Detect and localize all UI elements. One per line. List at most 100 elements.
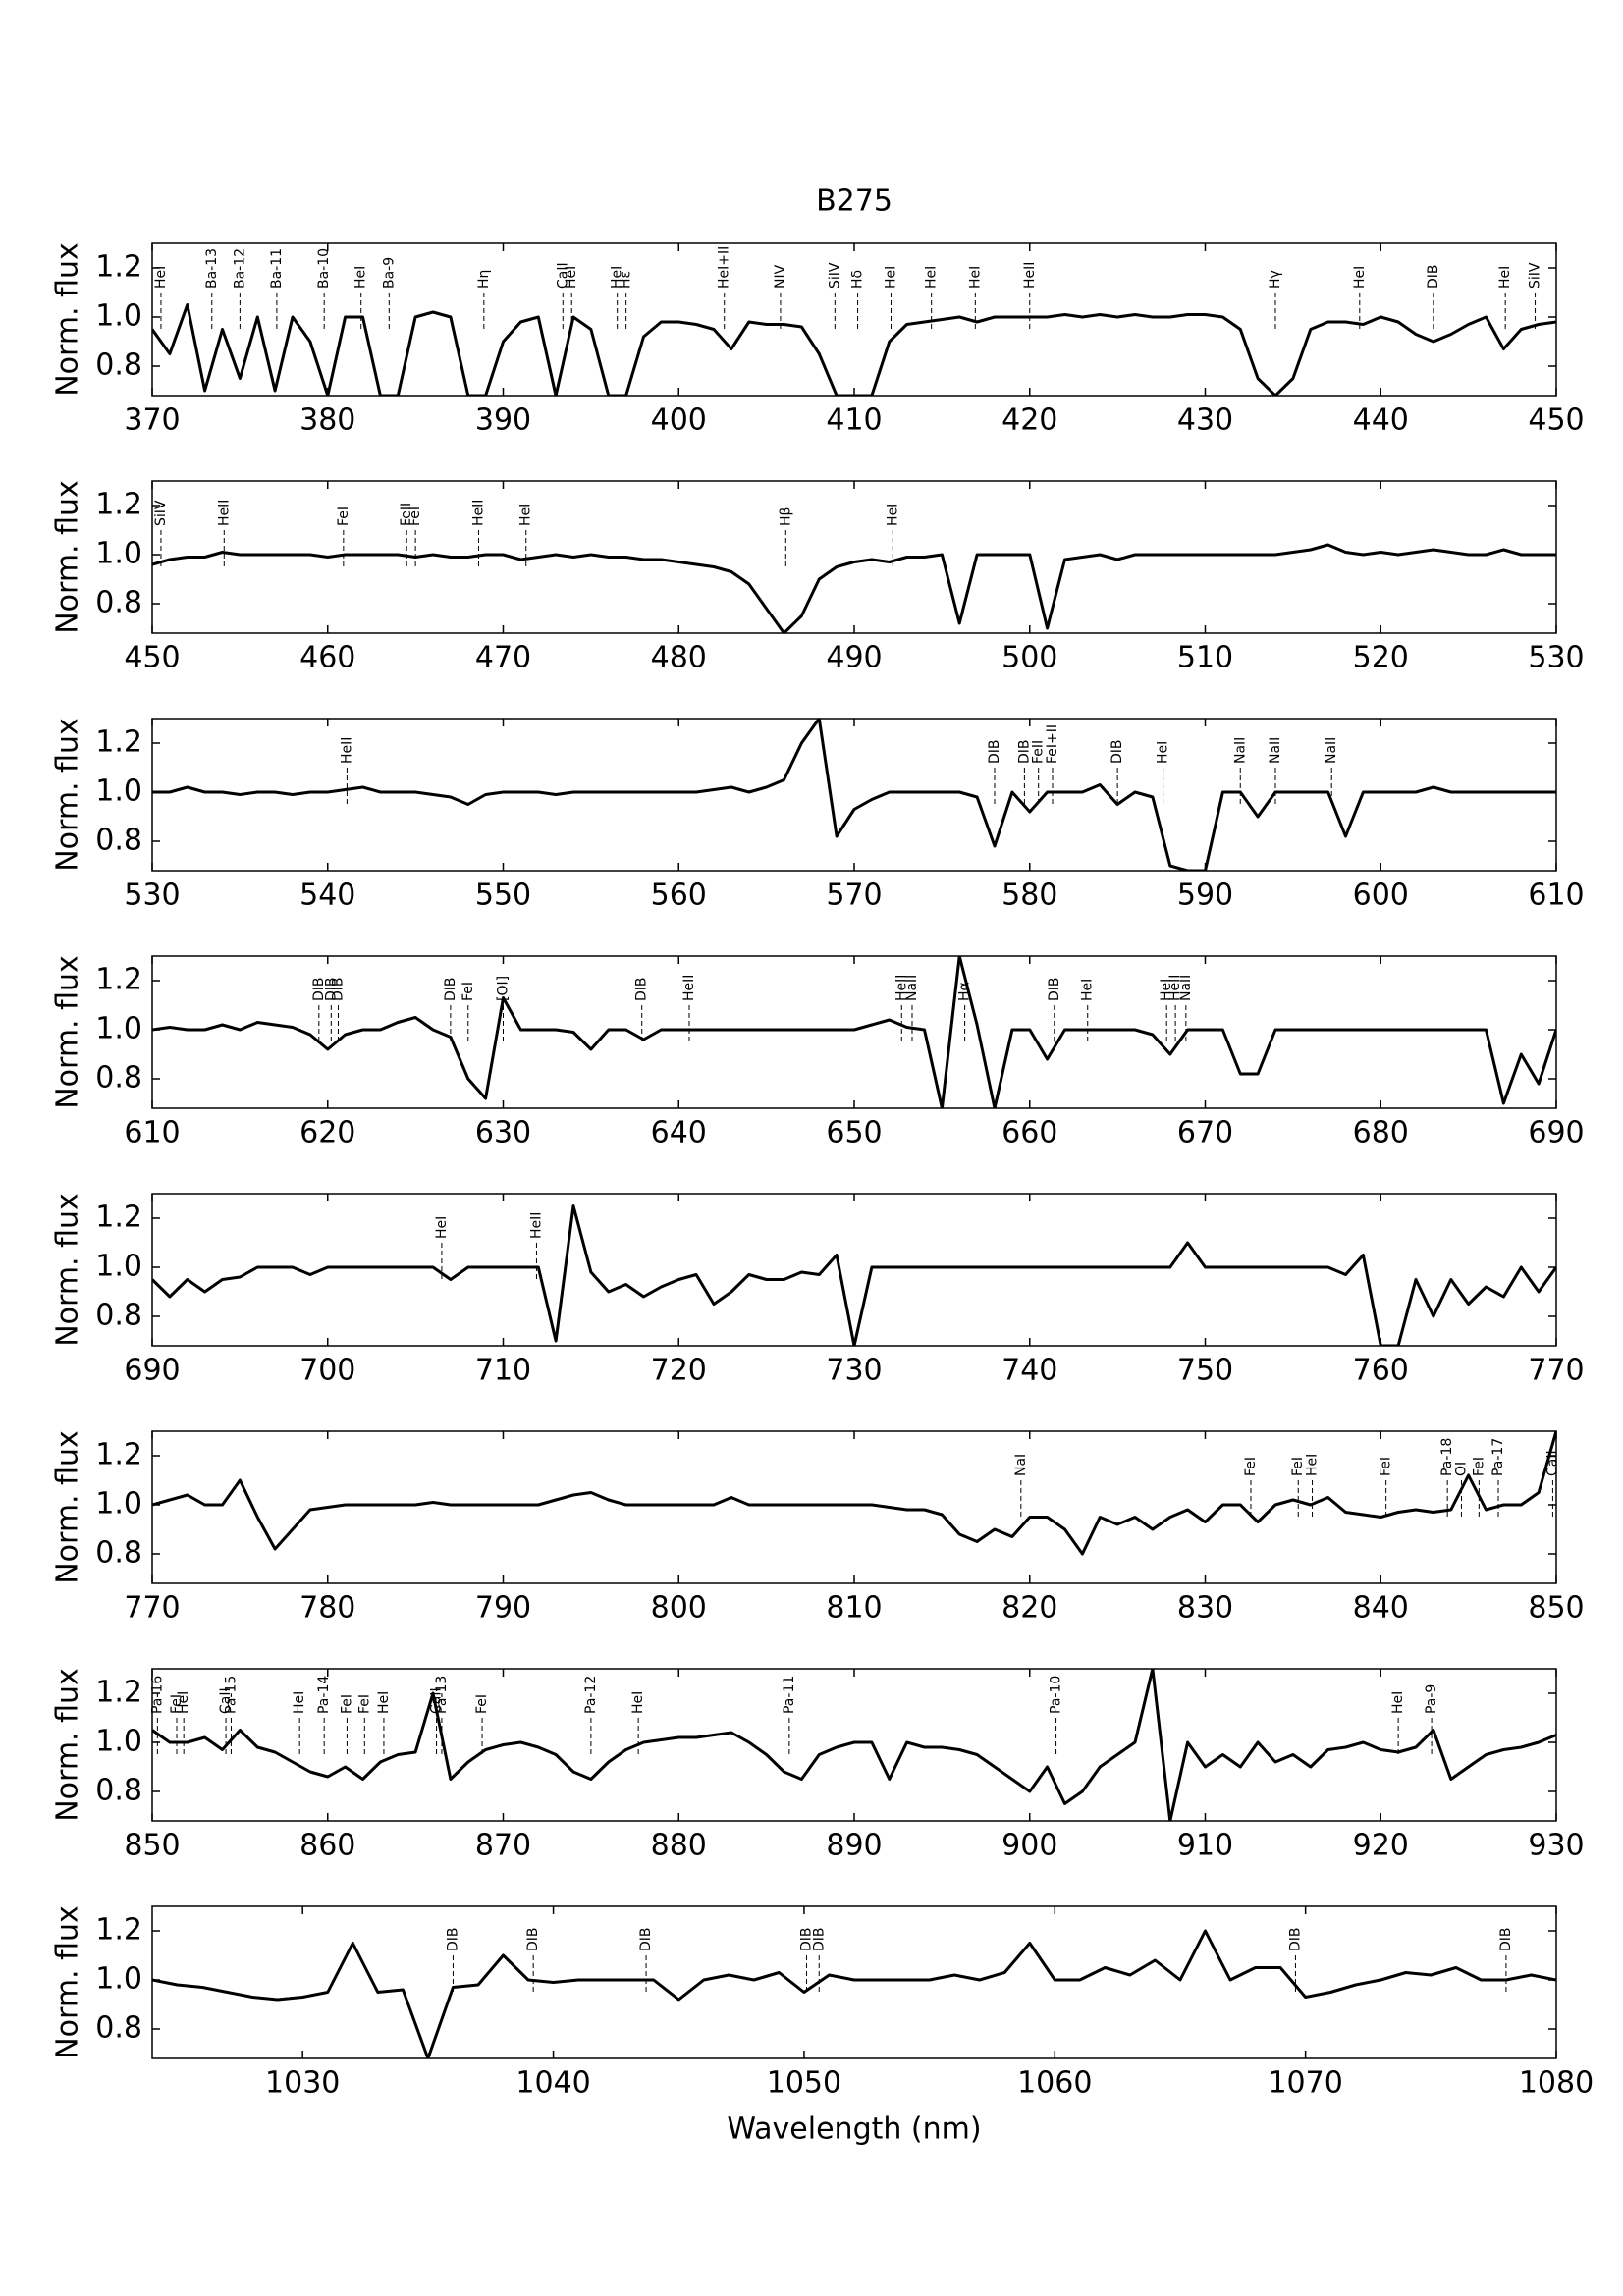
x-tick-label: 930: [1528, 1829, 1584, 1863]
x-tick-label: 500: [1001, 641, 1057, 675]
annotation-label: NaI: [1013, 1454, 1029, 1476]
annotation-label: HeI: [884, 266, 899, 289]
y-tick-label: 1.0: [95, 774, 142, 809]
annotation-label: DIB: [445, 1927, 460, 1951]
annotation-label: CaII: [218, 1687, 234, 1714]
y-tick-label: 0.8: [95, 348, 142, 383]
annotation-label: NaII: [1178, 975, 1194, 1001]
annotation-label: HeII: [528, 1212, 544, 1239]
axes-frame: [151, 955, 1557, 1109]
x-tick-label: 910: [1177, 1829, 1233, 1863]
x-tick-label: 1030: [265, 2066, 340, 2101]
annotation-label: HeI: [630, 1691, 646, 1714]
annotation-label: Hγ: [1268, 270, 1283, 289]
annotation-label: DIB: [323, 977, 339, 1001]
axes-frame: [151, 1668, 1557, 1822]
x-tick-label: 390: [475, 403, 531, 438]
y-tick-label: 1.0: [95, 1725, 142, 1759]
x-tick-label: 1040: [515, 2066, 590, 2101]
x-tick-label: 530: [124, 879, 180, 913]
x-tick-label: 550: [475, 879, 531, 913]
x-tick-label: 770: [124, 1591, 180, 1626]
y-axis-label: Norm. flux: [51, 1668, 85, 1822]
x-tick-label: 450: [1528, 403, 1584, 438]
x-tick-label: 1080: [1519, 2066, 1594, 2101]
y-tick-label: 1.0: [95, 1487, 142, 1522]
y-tick-label: 0.8: [95, 1061, 142, 1095]
y-tick-label: 1.0: [95, 1250, 142, 1284]
spectrum-line: [152, 1431, 1556, 1556]
annotation-label: Ba-12: [232, 248, 247, 289]
x-tick-label: 530: [1528, 641, 1584, 675]
annotation-label: FeII: [1031, 740, 1047, 764]
annotation-label: HeI+II: [717, 246, 732, 289]
annotation-label: Pa-9: [1424, 1684, 1439, 1714]
x-tick-label: 830: [1177, 1591, 1233, 1626]
x-tick-label: 760: [1353, 1354, 1409, 1388]
annotation-label: SiIV: [1528, 262, 1543, 289]
x-tick-label: 810: [826, 1591, 882, 1626]
annotation-label: FeI: [474, 1694, 490, 1714]
annotation-label: DIB: [525, 1927, 541, 1951]
x-tick-label: 670: [1177, 1116, 1233, 1150]
panel: 0.8 1.0 1.2 370 380 390 400 410 420 430 440 450 Norm…: [51, 242, 1585, 437]
x-tick-label: 610: [124, 1116, 180, 1150]
x-tick-label: 450: [124, 641, 180, 675]
x-tick-label: 690: [124, 1354, 180, 1388]
x-tick-label: 650: [826, 1116, 882, 1150]
annotation-label: HeI: [434, 1216, 450, 1239]
annotation-label: DIB: [330, 977, 346, 1001]
annotation-label: HeI: [518, 504, 534, 526]
annotation-label: DIB: [638, 1927, 654, 1951]
x-tick-label: 440: [1353, 403, 1409, 438]
y-axis-label: Norm. flux: [51, 955, 85, 1109]
spectrum-line: [152, 1204, 1556, 1346]
annotation-label: HeI: [885, 504, 900, 526]
annotation-label: HeII: [470, 500, 486, 526]
axes-frame: [151, 1905, 1557, 2059]
annotation-label: CaII: [555, 262, 570, 289]
annotation-label: FeI: [169, 1694, 185, 1714]
annotation-label: Ba-13: [204, 248, 220, 289]
annotation-label: NIV: [773, 264, 788, 289]
annotation-label: HeI: [1156, 741, 1171, 764]
y-tick-label: 0.8: [95, 586, 142, 620]
annotation-label: HeI: [1305, 1454, 1321, 1476]
annotation-label: Ba-10: [316, 248, 332, 289]
x-tick-label: 620: [299, 1116, 355, 1150]
annotation-label: DIB: [1016, 739, 1032, 764]
annotation-label: FeI: [1471, 1457, 1487, 1476]
annotation-label: DIB: [1287, 1927, 1303, 1951]
x-tick-label: 840: [1353, 1591, 1409, 1626]
y-tick-label: 1.0: [95, 537, 142, 571]
annotation-label: NaII: [1268, 737, 1283, 764]
annotation-label: Pa-10: [1049, 1676, 1064, 1714]
y-tick-label: 0.8: [95, 2011, 142, 2046]
x-tick-label: 890: [826, 1829, 882, 1863]
x-tick-label: 600: [1353, 879, 1409, 913]
panel: 0.8 1.0 1.2 450 460 470 480 490 500 510 520 530 Norm…: [51, 480, 1585, 674]
annotation-label: DIB: [1109, 739, 1125, 764]
annotation-label: FeI+II: [1045, 724, 1060, 764]
annotation-label: DIB: [1498, 1927, 1514, 1951]
y-tick-label: 0.8: [95, 824, 142, 858]
annotation-label: FeI: [1290, 1457, 1306, 1476]
y-tick-label: 0.8: [95, 1774, 142, 1808]
y-axis-label: Norm. flux: [51, 242, 85, 397]
axes-frame: [151, 1193, 1557, 1347]
y-tick-label: 1.2: [95, 488, 142, 522]
annotation-label: HeII: [1167, 975, 1183, 1001]
x-tick-label: 880: [651, 1829, 707, 1863]
x-tick-label: 410: [826, 403, 882, 438]
y-tick-label: 1.2: [95, 963, 142, 997]
annotation-label: NaII: [1324, 737, 1339, 764]
annotation-label: HeI: [376, 1691, 392, 1714]
x-tick-label: 520: [1353, 641, 1409, 675]
annotation-label: SiIV: [153, 500, 169, 526]
x-tick-label: 820: [1001, 1591, 1057, 1626]
spectrum-line: [152, 1669, 1556, 1821]
x-tick-label: 610: [1528, 879, 1584, 913]
annotation-label: HeI: [1159, 979, 1174, 1001]
annotation-label: FeI: [339, 1694, 354, 1714]
